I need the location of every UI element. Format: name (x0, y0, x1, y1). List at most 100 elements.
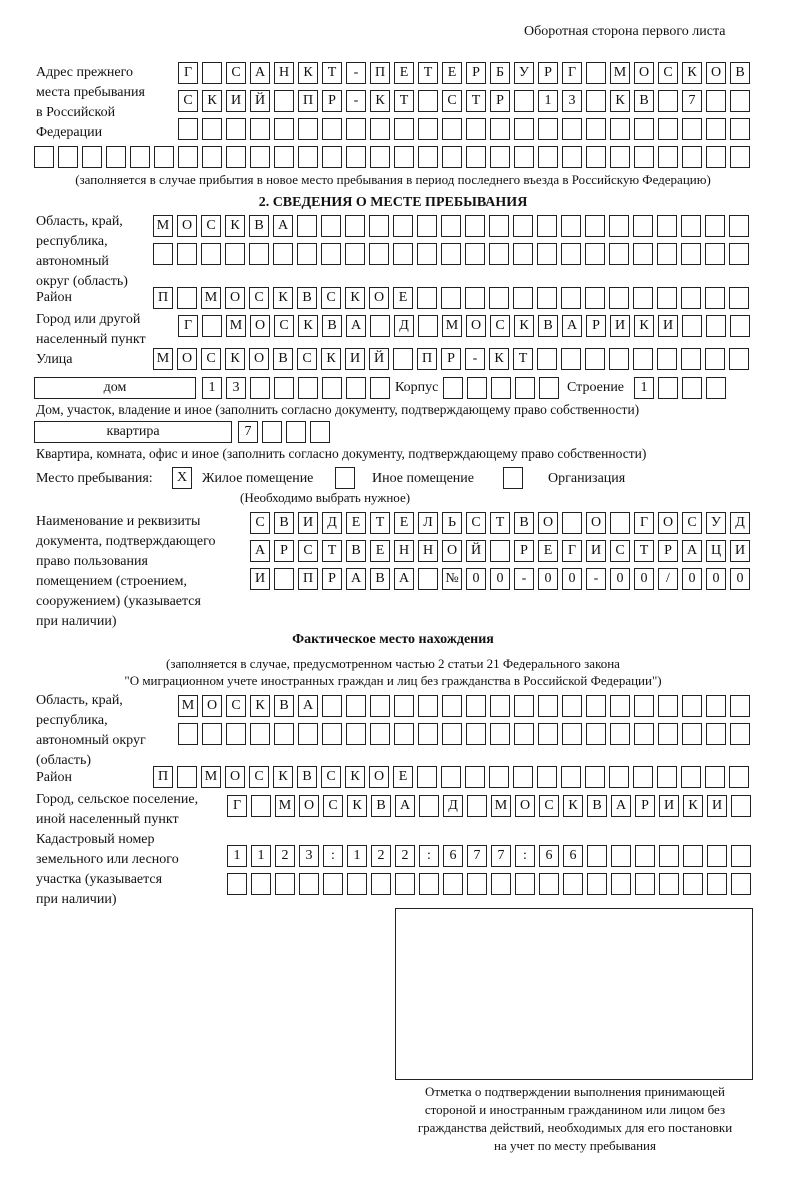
char-cell[interactable] (610, 695, 630, 717)
char-cell[interactable] (682, 695, 702, 717)
char-cell[interactable]: / (658, 568, 678, 590)
char-cell[interactable] (225, 243, 245, 265)
char-cell[interactable]: С (658, 62, 678, 84)
char-cell[interactable]: А (346, 315, 366, 337)
char-cell[interactable] (466, 695, 486, 717)
char-cell[interactable]: Л (418, 512, 438, 534)
char-cell[interactable]: С (610, 540, 630, 562)
char-cell[interactable] (586, 723, 606, 745)
char-cell[interactable] (705, 766, 725, 788)
char-cell[interactable] (609, 215, 629, 237)
char-cell[interactable] (730, 118, 750, 140)
char-cell[interactable] (682, 118, 702, 140)
char-cell[interactable]: О (369, 287, 389, 309)
char-cell[interactable]: С (249, 766, 269, 788)
char-cell[interactable]: И (659, 795, 679, 817)
char-cell[interactable] (250, 723, 270, 745)
char-cell[interactable]: О (515, 795, 535, 817)
char-cell[interactable]: И (707, 795, 727, 817)
char-cell[interactable] (298, 118, 318, 140)
char-cell[interactable] (706, 315, 726, 337)
char-cell[interactable]: К (370, 90, 390, 112)
char-cell[interactable] (322, 377, 342, 399)
char-cell[interactable]: 2 (371, 845, 391, 867)
char-cell[interactable]: 3 (226, 377, 246, 399)
char-cell[interactable] (82, 146, 102, 168)
char-cell[interactable] (537, 348, 557, 370)
char-cell[interactable]: И (658, 315, 678, 337)
char-cell[interactable]: 6 (539, 845, 559, 867)
char-cell[interactable] (610, 146, 630, 168)
building-row[interactable]: 1 (634, 377, 726, 399)
char-cell[interactable]: С (226, 695, 246, 717)
char-cell[interactable]: Р (658, 540, 678, 562)
char-cell[interactable]: Р (441, 348, 461, 370)
char-cell[interactable]: М (201, 766, 221, 788)
char-cell[interactable]: С (466, 512, 486, 534)
char-cell[interactable]: 1 (251, 845, 271, 867)
char-cell[interactable]: С (682, 512, 702, 534)
char-cell[interactable]: В (514, 512, 534, 534)
char-cell[interactable]: Т (322, 540, 342, 562)
char-cell[interactable]: В (538, 315, 558, 337)
char-cell[interactable] (249, 243, 269, 265)
char-cell[interactable] (585, 766, 605, 788)
char-cell[interactable] (419, 873, 439, 895)
char-cell[interactable] (586, 695, 606, 717)
char-cell[interactable] (705, 215, 725, 237)
char-cell[interactable] (418, 146, 438, 168)
char-cell[interactable] (346, 695, 366, 717)
char-cell[interactable]: 0 (466, 568, 486, 590)
char-cell[interactable] (681, 348, 701, 370)
char-cell[interactable] (490, 695, 510, 717)
char-cell[interactable] (273, 243, 293, 265)
char-cell[interactable]: А (273, 215, 293, 237)
char-cell[interactable]: Т (513, 348, 533, 370)
char-cell[interactable] (611, 845, 631, 867)
char-cell[interactable] (274, 723, 294, 745)
char-cell[interactable] (298, 377, 318, 399)
char-cell[interactable]: С (323, 795, 343, 817)
char-cell[interactable] (369, 243, 389, 265)
char-cell[interactable]: О (225, 287, 245, 309)
char-cell[interactable]: Г (562, 540, 582, 562)
char-cell[interactable]: К (225, 348, 245, 370)
char-cell[interactable]: С (250, 512, 270, 534)
char-cell[interactable]: Р (274, 540, 294, 562)
char-cell[interactable] (274, 568, 294, 590)
char-cell[interactable] (706, 146, 726, 168)
char-cell[interactable] (465, 766, 485, 788)
char-cell[interactable]: В (587, 795, 607, 817)
char-cell[interactable]: А (682, 540, 702, 562)
char-cell[interactable] (706, 695, 726, 717)
char-cell[interactable]: Д (730, 512, 750, 534)
char-cell[interactable]: Д (394, 315, 414, 337)
char-cell[interactable] (514, 118, 534, 140)
char-cell[interactable] (491, 377, 511, 399)
char-cell[interactable] (514, 90, 534, 112)
char-cell[interactable]: А (298, 695, 318, 717)
char-cell[interactable] (515, 873, 535, 895)
char-cell[interactable]: : (515, 845, 535, 867)
char-cell[interactable] (370, 118, 390, 140)
char-cell[interactable] (370, 377, 390, 399)
char-cell[interactable] (586, 90, 606, 112)
char-cell[interactable] (465, 243, 485, 265)
char-cell[interactable] (562, 146, 582, 168)
char-cell[interactable] (730, 90, 750, 112)
char-cell[interactable]: П (298, 568, 318, 590)
char-cell[interactable] (658, 695, 678, 717)
char-cell[interactable]: - (465, 348, 485, 370)
char-cell[interactable] (202, 315, 222, 337)
char-cell[interactable] (297, 243, 317, 265)
char-cell[interactable] (657, 348, 677, 370)
char-cell[interactable] (706, 90, 726, 112)
char-cell[interactable]: С (490, 315, 510, 337)
char-cell[interactable]: В (634, 90, 654, 112)
